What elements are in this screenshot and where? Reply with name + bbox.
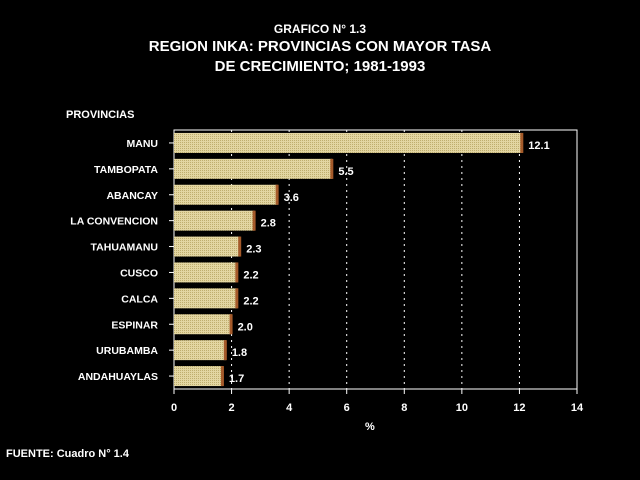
- bar-edge: [235, 288, 239, 309]
- category-label: TAHUAMANU: [91, 242, 158, 254]
- data-label: 2.2: [243, 269, 258, 281]
- bar-edge: [223, 340, 227, 361]
- chart-title: GRAFICO N° 1.3: [273, 22, 367, 36]
- bar-edge: [330, 158, 334, 179]
- x-tick-label: 2: [229, 402, 235, 414]
- category-label: CALCA: [121, 293, 158, 305]
- data-label: 1.7: [229, 373, 244, 385]
- data-label: 2.2: [243, 295, 258, 307]
- category-label: ABANCAY: [106, 190, 158, 202]
- bar-edge: [238, 236, 242, 257]
- x-tick-label: 8: [401, 402, 407, 414]
- x-axis: 0 2 4 6 8 10 12 14: [171, 389, 584, 414]
- plot-frame: [173, 129, 578, 390]
- bar-edge: [520, 132, 524, 153]
- bar: [174, 288, 238, 309]
- category-label: ANDAHUAYLAS: [78, 371, 158, 383]
- bar: [174, 262, 238, 283]
- data-label: 5.5: [338, 166, 353, 178]
- x-tick-label: 6: [344, 402, 350, 414]
- x-tick-label: 10: [456, 402, 468, 414]
- x-axis-label: %: [365, 421, 375, 433]
- category-label: MANU: [127, 138, 159, 150]
- bar-edge: [229, 314, 233, 335]
- data-label: 1.8: [232, 347, 247, 359]
- x-tick-label: 4: [286, 402, 293, 414]
- bar-edge: [252, 210, 256, 231]
- bar: [174, 366, 223, 387]
- y-axis: MANU TAMBOPATA ABANCAY LA CONVENCION TAHUAMA…: [70, 138, 174, 383]
- source-note: FUENTE: Cuadro N° 1.4: [6, 448, 129, 460]
- data-label: 2.0: [238, 321, 253, 333]
- bar: [174, 132, 523, 153]
- bar-edge: [235, 262, 239, 283]
- bar: [174, 158, 333, 179]
- bar: [174, 314, 232, 335]
- data-label: 2.8: [261, 218, 276, 230]
- category-label: URUBAMBA: [96, 345, 158, 357]
- chart-subtitle-line1: REGION INKA: PROVINCIAS CON MAYOR TASA: [148, 38, 492, 55]
- category-axis-title: PROVINCIAS: [66, 109, 135, 121]
- bar-edge: [220, 366, 224, 387]
- bar: [174, 184, 278, 205]
- bar: [174, 340, 226, 361]
- data-label: 2.3: [246, 244, 261, 256]
- x-tick-label: 0: [171, 402, 177, 414]
- chart-subtitle-line2: DE CRECIMIENTO; 1981-1993: [214, 58, 426, 75]
- bar-edge: [275, 184, 279, 205]
- category-label: CUSCO: [120, 267, 158, 279]
- bar: [174, 210, 255, 231]
- x-tick-label: 12: [513, 402, 525, 414]
- category-label: TAMBOPATA: [94, 164, 158, 176]
- category-label: LA CONVENCION: [70, 216, 158, 228]
- bars: 12.1 5.5 3.6 2.8 2.3 2.2 2.2 2.0 1.8 1.7: [174, 132, 550, 387]
- bar: [174, 236, 241, 257]
- data-label: 3.6: [284, 192, 299, 204]
- data-label: 12.1: [528, 140, 549, 152]
- x-tick-label: 14: [571, 402, 584, 414]
- category-label: ESPINAR: [111, 319, 158, 331]
